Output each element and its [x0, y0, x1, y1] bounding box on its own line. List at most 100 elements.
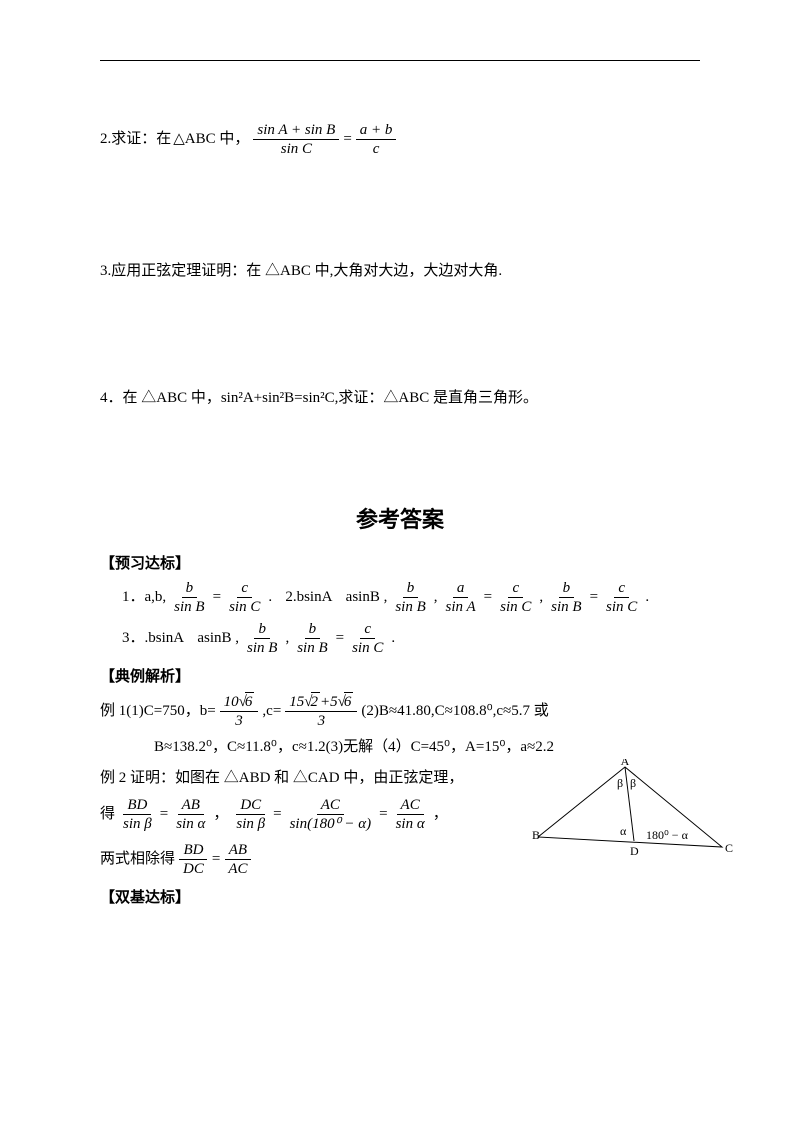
- problem-2-rhs-fraction: a + b c: [356, 121, 397, 158]
- subsection-examples: 【典例解析】: [100, 665, 700, 686]
- ex1-line2-text: B≈138.2⁰，C≈11.8⁰，c≈1.2(3)无解（4）C=45⁰，A=15…: [154, 734, 554, 761]
- fraction: AC sin(180⁰ − α): [286, 796, 376, 833]
- fraction: BD sin β: [119, 796, 156, 833]
- answer-3: 3．.bsinA asinB , b sin B , b sin B = c s…: [100, 620, 700, 657]
- fraction-numerator: a: [453, 579, 469, 598]
- problem-4: 4．在 △ABC 中，sin²A+sin²B=sin²C,求证：△ABC 是直角…: [100, 385, 700, 412]
- fraction-numerator: BD: [123, 796, 151, 815]
- num-coef: 10: [224, 694, 239, 710]
- fraction-denominator: sin(180⁰ − α): [286, 815, 376, 833]
- ex2-eq1-prefix: 得: [100, 801, 115, 828]
- fraction-denominator: 3: [314, 712, 330, 730]
- fraction: b sin B: [170, 579, 208, 616]
- comma: ，: [213, 801, 228, 828]
- problem-2-triangle: △ABC 中，: [173, 126, 249, 153]
- fraction-numerator: sin A + sin B: [253, 121, 339, 140]
- problem-4-text: 4．在 △ABC 中，sin²A+sin²B=sin²C,求证：△ABC 是直角…: [100, 390, 538, 406]
- fraction-denominator: sin B: [547, 598, 585, 616]
- fraction-numerator: b: [182, 579, 198, 598]
- label-beta-1: β: [617, 776, 623, 790]
- label-A: A: [621, 759, 630, 768]
- fraction-denominator: sin C: [496, 598, 535, 616]
- ex2-line1-text: 例 2 证明：如图在 △ABD 和 △CAD 中，由正弦定理，: [100, 765, 463, 792]
- label-C: C: [725, 841, 733, 855]
- answer-3-prefix: 3．.bsinA: [122, 625, 184, 652]
- fraction: b sin B: [293, 620, 331, 657]
- answer-3-mid: asinB ,: [186, 625, 239, 652]
- fraction-numerator: BD: [179, 841, 207, 860]
- fraction-denominator: sin C: [348, 639, 387, 657]
- fraction: AB AC: [224, 841, 251, 878]
- example-2-block: A B C D β β α 180⁰ − α 例 2 证明：如图在 △ABD 和…: [100, 765, 700, 878]
- fraction-numerator: c: [508, 579, 523, 598]
- subsection-dual: 【双基达标】: [100, 886, 700, 907]
- answer-1-prefix: 1．a,b,: [122, 584, 166, 611]
- top-rule: [100, 60, 700, 61]
- example-2-eq-2: 两式相除得 BD DC = AB AC: [100, 841, 530, 878]
- equals-sign: =: [213, 584, 221, 611]
- fraction-numerator: a + b: [356, 121, 397, 140]
- fraction-denominator: sin β: [119, 815, 156, 833]
- fraction: c sin C: [225, 579, 264, 616]
- fraction-denominator: 3: [231, 712, 247, 730]
- period: .: [645, 584, 649, 611]
- fraction-numerator: AC: [397, 796, 424, 815]
- label-beta-2: β: [630, 776, 636, 790]
- fraction-numerator: 152+56: [285, 692, 357, 712]
- ex2-eq1-suffix: ，: [433, 801, 448, 828]
- fraction: DC sin β: [232, 796, 269, 833]
- period: .: [391, 625, 395, 652]
- sqrt-radicand: 6: [245, 692, 255, 711]
- fraction-denominator: sin α: [172, 815, 209, 833]
- sqrt-radicand: 6: [344, 692, 354, 711]
- label-alpha: α: [620, 824, 627, 838]
- answer-1-after-mid: asinB ,: [334, 584, 387, 611]
- fraction-denominator: sin B: [170, 598, 208, 616]
- fraction-numerator: b: [305, 620, 321, 639]
- fraction-denominator: AC: [224, 860, 251, 878]
- equals-sign: =: [379, 801, 387, 828]
- equals-sign: =: [590, 584, 598, 611]
- fraction-numerator: c: [614, 579, 629, 598]
- fraction-numerator: c: [237, 579, 252, 598]
- fraction-numerator: AC: [317, 796, 344, 815]
- equals-sign: =: [484, 584, 492, 611]
- fraction-denominator: sin C: [602, 598, 641, 616]
- example-1-line-2: B≈138.2⁰，C≈11.8⁰，c≈1.2(3)无解（4）C=45⁰，A=15…: [100, 734, 700, 761]
- fraction-denominator: sin C: [277, 140, 316, 158]
- subsection-preview: 【预习达标】: [100, 552, 700, 573]
- fraction: c sin C: [602, 579, 641, 616]
- diagram-labels: A B C D β β α 180⁰ − α: [532, 759, 733, 858]
- fraction: b sin B: [243, 620, 281, 657]
- fraction: c sin C: [496, 579, 535, 616]
- answer-1-mid: 2.bsinA: [274, 584, 332, 611]
- num-coef: 5: [330, 694, 338, 710]
- fraction: AC sin α: [392, 796, 429, 833]
- equals-sign: =: [336, 625, 344, 652]
- fraction-numerator: b: [254, 620, 270, 639]
- fraction: a sin A: [442, 579, 480, 616]
- comma: ,: [285, 625, 289, 652]
- answer-1: 1．a,b, b sin B = c sin C . 2.bsinA asinB…: [100, 579, 700, 616]
- fraction: 152+56 3: [285, 692, 357, 730]
- fraction-numerator: b: [403, 579, 419, 598]
- plus-sign: +: [320, 694, 330, 710]
- fraction: AB sin α: [172, 796, 209, 833]
- ex1-prefix: 例 1(1)C=750，b=: [100, 698, 216, 725]
- triangle-svg: A B C D β β α 180⁰ − α: [530, 759, 740, 869]
- fraction-numerator: DC: [236, 796, 265, 815]
- equals-sign: =: [160, 801, 168, 828]
- fraction-numerator: AB: [225, 841, 251, 860]
- period: .: [268, 584, 272, 611]
- equals-sign: =: [273, 801, 281, 828]
- problem-3-text: 3.应用正弦定理证明：在 △ABC 中,大角对大边，大边对大角.: [100, 263, 502, 279]
- example-2-line-1: 例 2 证明：如图在 △ABD 和 △CAD 中，由正弦定理，: [100, 765, 530, 792]
- fraction: c sin C: [348, 620, 387, 657]
- equals-sign: =: [343, 126, 351, 153]
- problem-2-lhs-fraction: sin A + sin B sin C: [253, 121, 339, 158]
- fraction: b sin B: [547, 579, 585, 616]
- fraction-denominator: DC: [179, 860, 208, 878]
- ex1-mid: ,c=: [262, 698, 281, 725]
- triangle-diagram: A B C D β β α 180⁰ − α: [530, 759, 740, 874]
- example-1-line-1: 例 1(1)C=750，b= 106 3 ,c= 152+56 3 (2)B≈4…: [100, 692, 700, 730]
